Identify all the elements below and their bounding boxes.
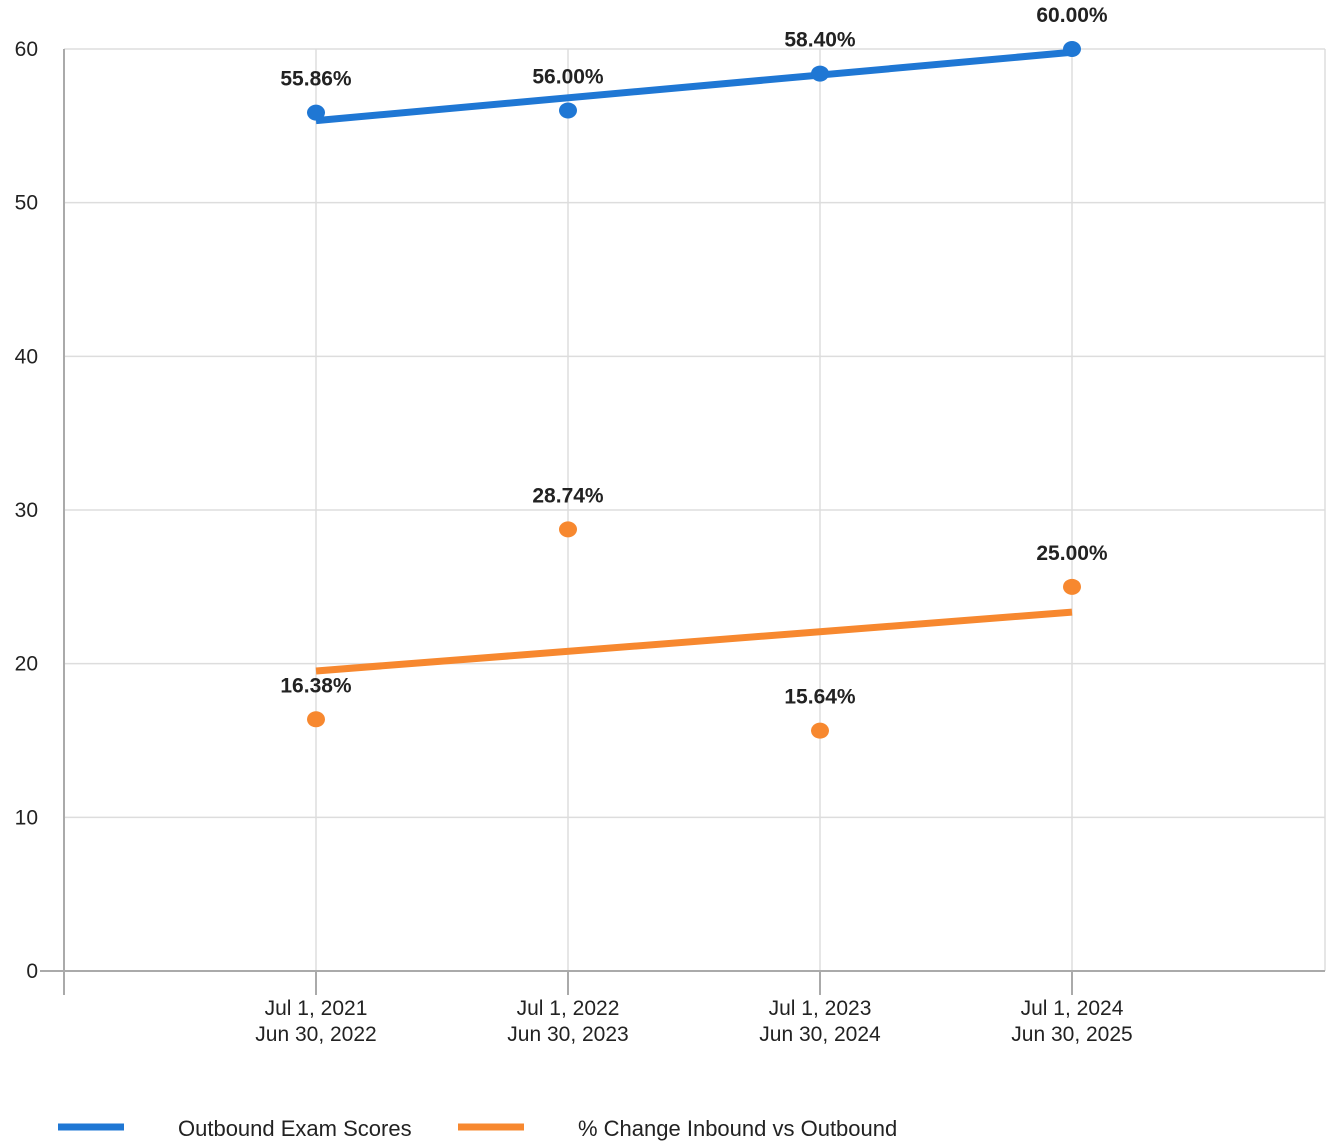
y-tick-label: 30: [15, 499, 38, 522]
data-label-series-0: 58.40%: [784, 29, 856, 52]
data-points: [307, 41, 1081, 739]
trendline-series-1: [315, 608, 1073, 675]
y-tick-label: 10: [15, 806, 38, 829]
data-point-series-0: [559, 102, 577, 119]
data-label-series-1: 15.64%: [784, 686, 856, 709]
data-point-series-1: [811, 722, 829, 739]
x-tick-label: Jul 1, 2023 Jun 30, 2024: [759, 997, 881, 1046]
data-point-series-1: [1063, 578, 1081, 595]
trendline-series-0: [315, 48, 1073, 125]
data-label-series-0: 60.00%: [1036, 4, 1108, 27]
data-label-series-1: 25.00%: [1036, 542, 1108, 565]
data-point-series-0: [307, 104, 325, 121]
y-tick-label: 0: [26, 960, 38, 983]
x-tick-label: Jul 1, 2021 Jun 30, 2022: [255, 997, 376, 1046]
data-point-series-1: [559, 521, 577, 538]
axes: 0 10 20 30 40 50 60 Jul 1, 2021 Jun 30, 2022 Jul …: [15, 38, 1325, 1046]
data-point-series-0: [811, 65, 829, 82]
gridlines: [64, 48, 1326, 971]
data-label-series-0: 55.86%: [280, 68, 352, 91]
data-label-series-1: 16.38%: [280, 674, 352, 697]
y-tick-label: 40: [15, 345, 38, 368]
x-tick-label: Jul 1, 2022 Jun 30, 2023: [507, 997, 628, 1046]
y-tick-label: 50: [15, 192, 38, 215]
data-point-series-1: [307, 711, 325, 728]
y-tick-label: 20: [15, 653, 38, 676]
data-point-series-0: [1063, 41, 1081, 57]
data-labels: 55.86% 56.00% 58.40% 60.00% 16.38% 28.74% 15.6…: [280, 4, 1108, 709]
trendlines: [315, 48, 1073, 675]
legend: Outbound Exam Scores % Change Inbound vs …: [58, 1116, 897, 1141]
legend-label-series-1: % Change Inbound vs Outbound: [578, 1116, 897, 1141]
legend-label-series-0: Outbound Exam Scores: [178, 1116, 412, 1141]
data-label-series-1: 28.74%: [532, 484, 604, 507]
data-label-series-0: 56.00%: [532, 65, 604, 88]
y-tick-label: 60: [15, 38, 38, 61]
x-tick-label: Jul 1, 2024 Jun 30, 2025: [1011, 997, 1132, 1046]
